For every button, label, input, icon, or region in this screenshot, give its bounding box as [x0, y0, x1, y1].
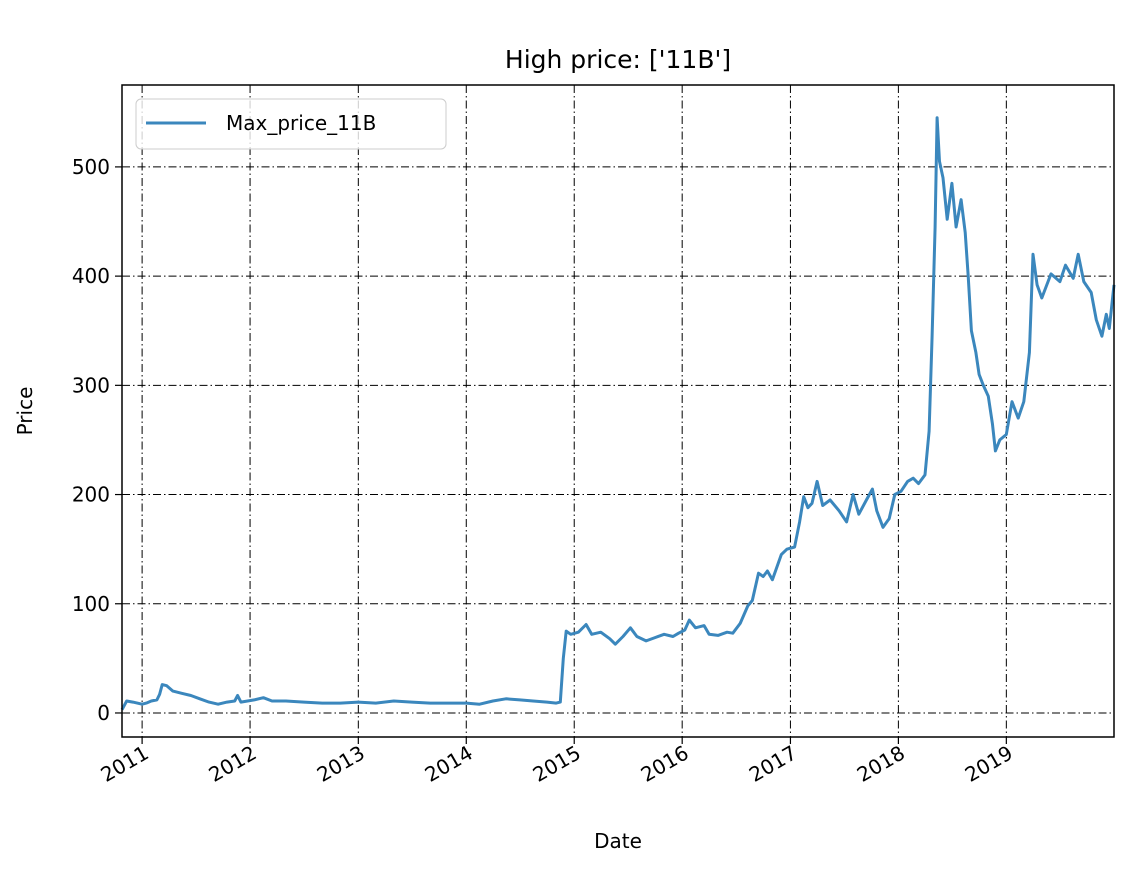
legend: Max_price_11B [135, 98, 447, 150]
y-tick-label: 0 [97, 701, 110, 725]
x-tick-label: 2017 [745, 741, 801, 787]
y-tick-label: 500 [72, 155, 110, 179]
legend-label: Max_price_11B [226, 111, 376, 135]
x-tick-label: 2011 [97, 741, 153, 787]
y-axis-label: Price [13, 387, 37, 436]
plot-frame [121, 84, 1115, 738]
y-tick-label: 100 [72, 592, 110, 616]
x-tick-label: 2015 [529, 741, 585, 787]
x-axis-label: Date [594, 829, 642, 853]
y-tick-label: 400 [72, 264, 110, 288]
x-tick-label: 2014 [421, 741, 477, 787]
x-axis-ticks: 2011 2012 2013 2014 2015 2016 2017 2018 2019 [97, 737, 1017, 787]
series-layer [120, 116, 1116, 711]
y-tick-label: 200 [72, 483, 110, 507]
x-tick-label: 2013 [313, 741, 369, 787]
x-tick-label: 2012 [204, 741, 260, 787]
chart-title: High price: ['11B'] [505, 45, 731, 74]
y-tick-label: 300 [72, 373, 110, 397]
x-tick-label: 2019 [961, 741, 1017, 787]
x-tick-label: 2016 [637, 741, 693, 787]
legend-box [135, 98, 447, 150]
series-line-max-price-11b [120, 116, 1116, 711]
gridlines [122, 85, 1114, 737]
y-axis-ticks: 0 100 200 300 400 500 [72, 155, 122, 725]
x-tick-label: 2018 [853, 741, 909, 787]
